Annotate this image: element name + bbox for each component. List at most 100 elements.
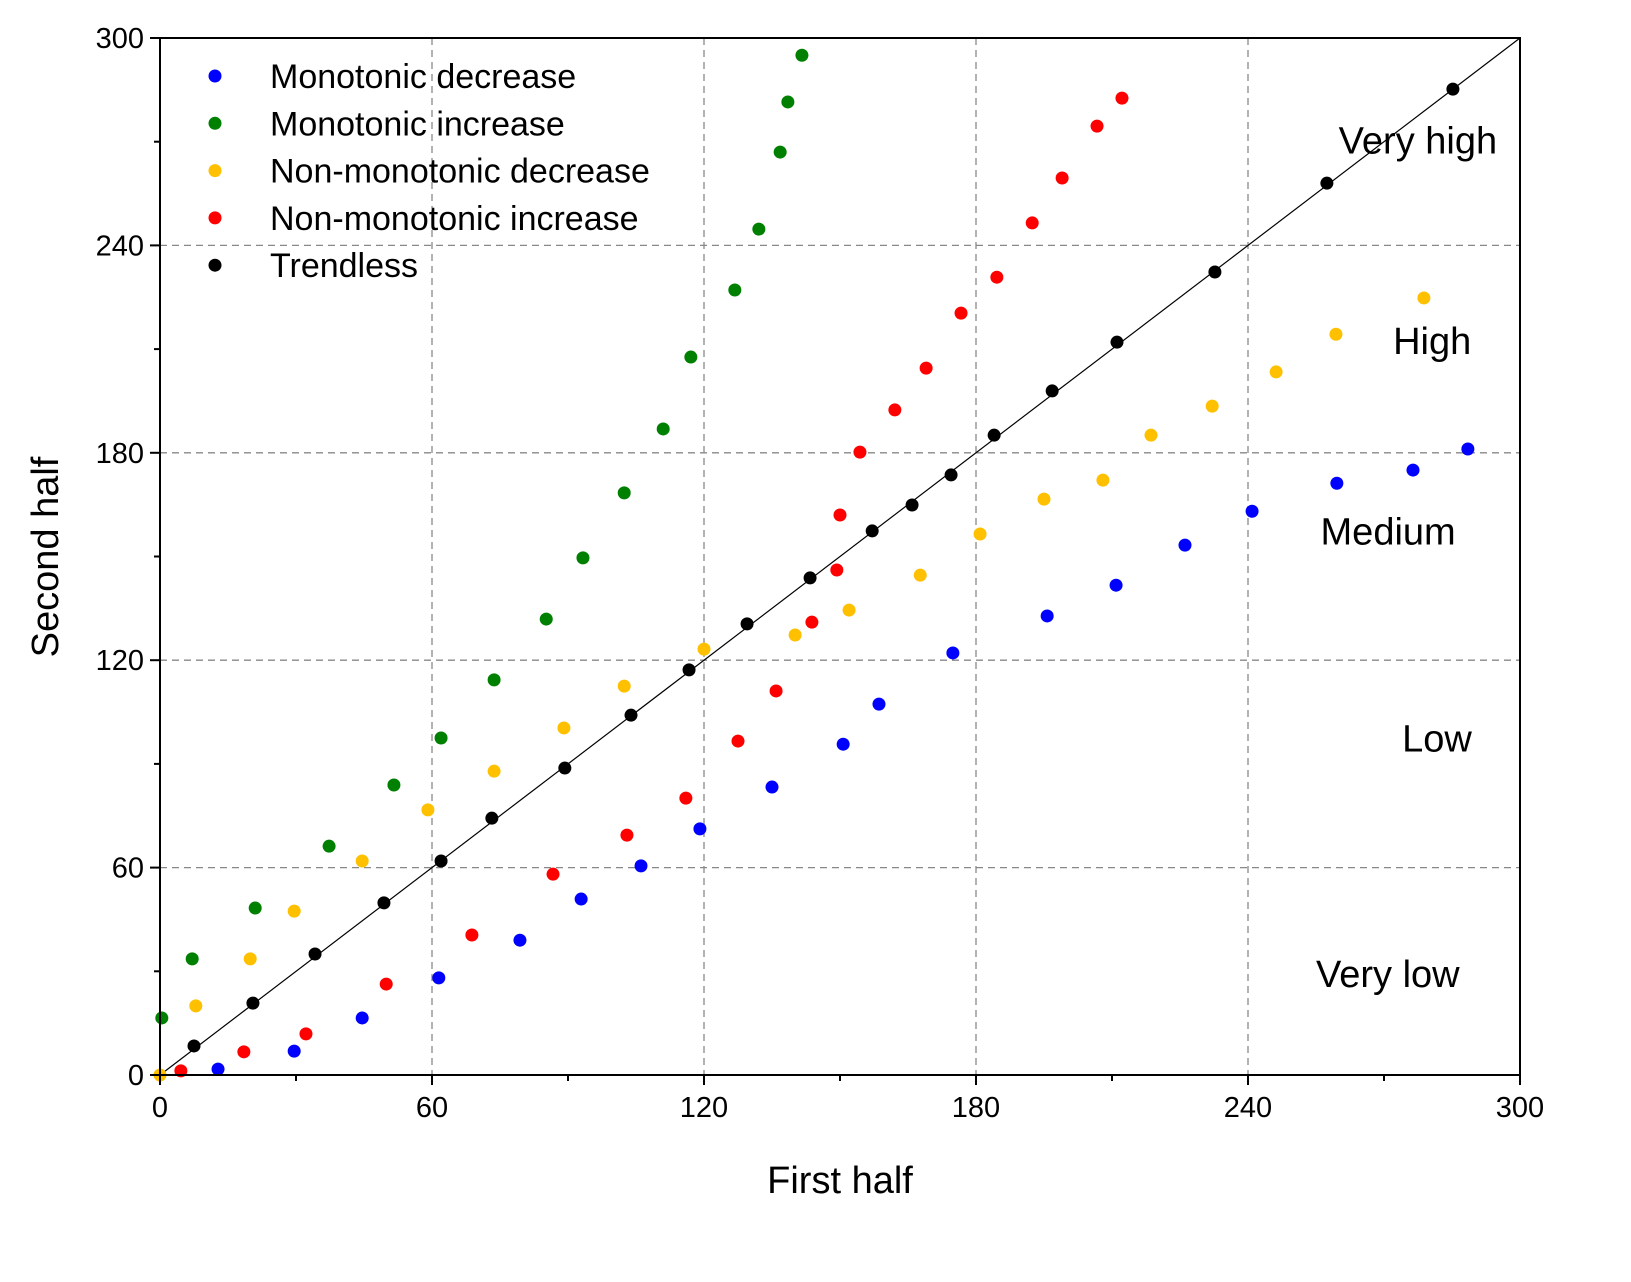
data-point bbox=[905, 498, 919, 512]
data-point bbox=[842, 603, 856, 617]
data-point bbox=[1110, 335, 1124, 349]
data-point bbox=[624, 708, 638, 722]
data-point bbox=[913, 568, 927, 582]
legend-marker bbox=[208, 116, 222, 130]
data-point bbox=[656, 422, 670, 436]
y-tick-label: 240 bbox=[96, 230, 144, 262]
data-point bbox=[299, 1027, 313, 1041]
legend-marker bbox=[208, 211, 222, 225]
data-point bbox=[1208, 265, 1222, 279]
data-point bbox=[487, 673, 501, 687]
legend-marker bbox=[208, 164, 222, 178]
x-tick-label: 60 bbox=[416, 1092, 448, 1124]
y-axis-label: Second half bbox=[25, 456, 67, 657]
zone-label: Medium bbox=[1321, 511, 1456, 553]
data-point bbox=[830, 563, 844, 577]
data-point bbox=[1446, 82, 1460, 96]
data-point bbox=[1245, 504, 1259, 518]
data-point bbox=[1109, 578, 1123, 592]
data-point bbox=[684, 350, 698, 364]
y-tick-label: 60 bbox=[112, 853, 144, 885]
data-point bbox=[421, 803, 435, 817]
data-point bbox=[155, 1011, 169, 1025]
data-point bbox=[888, 403, 902, 417]
data-point bbox=[944, 468, 958, 482]
data-point bbox=[246, 996, 260, 1010]
legend-marker bbox=[208, 69, 222, 83]
data-point bbox=[185, 952, 199, 966]
data-point bbox=[539, 612, 553, 626]
data-point bbox=[728, 283, 742, 297]
data-point bbox=[773, 145, 787, 159]
axis-ticks: 0 60 120 180 240 300 0 60 120 180 240 300 bbox=[96, 23, 1545, 1124]
data-point bbox=[946, 646, 960, 660]
legend-item: Non-monotonic decrease bbox=[208, 153, 650, 191]
data-point bbox=[1178, 538, 1192, 552]
data-point bbox=[693, 822, 707, 836]
data-point bbox=[1205, 399, 1219, 413]
data-point bbox=[487, 764, 501, 778]
legend-marker bbox=[208, 258, 222, 272]
data-point bbox=[769, 684, 783, 698]
data-point bbox=[558, 761, 572, 775]
data-point bbox=[617, 679, 631, 693]
y-tick-label: 120 bbox=[96, 645, 144, 677]
x-tick-label: 300 bbox=[1496, 1092, 1544, 1124]
x-axis-label: First half bbox=[767, 1160, 913, 1202]
data-point bbox=[634, 859, 648, 873]
data-point bbox=[919, 361, 933, 375]
data-point bbox=[287, 904, 301, 918]
data-point bbox=[379, 977, 393, 991]
data-point bbox=[682, 663, 696, 677]
y-tick-label: 0 bbox=[128, 1060, 144, 1092]
data-point bbox=[1406, 463, 1420, 477]
data-point bbox=[243, 952, 257, 966]
data-point bbox=[740, 617, 754, 631]
data-point bbox=[355, 854, 369, 868]
zone-label: Low bbox=[1402, 719, 1472, 761]
data-point bbox=[434, 854, 448, 868]
data-point bbox=[803, 571, 817, 585]
zone-label: High bbox=[1393, 321, 1471, 363]
data-point bbox=[355, 1011, 369, 1025]
data-point bbox=[287, 1044, 301, 1058]
data-point bbox=[1096, 473, 1110, 487]
x-tick-label: 180 bbox=[952, 1092, 1000, 1124]
data-point bbox=[308, 947, 322, 961]
grid bbox=[160, 38, 1520, 1075]
data-point bbox=[836, 737, 850, 751]
data-point bbox=[189, 999, 203, 1013]
data-point bbox=[1037, 492, 1051, 506]
data-point bbox=[752, 222, 766, 236]
data-point bbox=[620, 828, 634, 842]
legend-label: Non-monotonic increase bbox=[270, 200, 639, 238]
reference-line-y-equals-x bbox=[159, 37, 1521, 1076]
data-point bbox=[795, 48, 809, 62]
data-point bbox=[1025, 216, 1039, 230]
data-point bbox=[434, 731, 448, 745]
data-point bbox=[432, 971, 446, 985]
data-point bbox=[237, 1045, 251, 1059]
data-point bbox=[781, 95, 795, 109]
data-point bbox=[187, 1039, 201, 1053]
data-point bbox=[1040, 609, 1054, 623]
data-point bbox=[322, 839, 336, 853]
data-point bbox=[853, 445, 867, 459]
data-point bbox=[1090, 119, 1104, 133]
zone-label: Very low bbox=[1316, 954, 1460, 996]
data-point bbox=[1329, 327, 1343, 341]
data-point bbox=[1330, 476, 1344, 490]
x-tick-label: 0 bbox=[152, 1092, 168, 1124]
legend-label: Trendless bbox=[270, 247, 418, 285]
data-point bbox=[557, 721, 571, 735]
series-monotonic-decrease bbox=[211, 442, 1475, 1076]
data-points bbox=[153, 48, 1475, 1082]
series-non-monotonic-increase bbox=[174, 91, 1129, 1078]
x-tick-label: 240 bbox=[1224, 1092, 1272, 1124]
data-point bbox=[387, 778, 401, 792]
legend-item: Monotonic increase bbox=[208, 105, 565, 143]
data-point bbox=[987, 428, 1001, 442]
y-tick-label: 180 bbox=[96, 438, 144, 470]
data-point bbox=[697, 642, 711, 656]
